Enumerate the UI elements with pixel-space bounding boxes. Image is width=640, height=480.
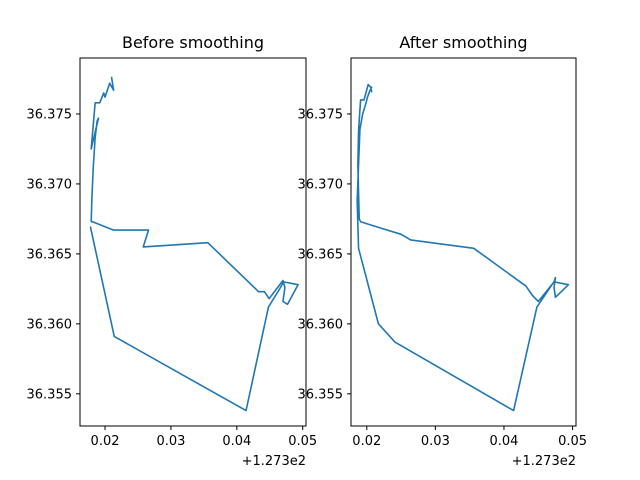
x-offset-label: +1.273e2	[512, 454, 576, 469]
y-tick-label: 36.365	[298, 247, 344, 262]
axes-frame	[79, 57, 307, 427]
series-line	[89, 76, 299, 412]
x-tick-label: 0.03	[421, 434, 450, 449]
x-tick-label: 0.03	[156, 434, 185, 449]
x-offset-label: +1.273e2	[242, 454, 306, 469]
chart-title: Before smoothing	[122, 33, 264, 52]
x-tick-label: 0.04	[222, 434, 251, 449]
y-tick-label: 36.370	[27, 177, 73, 192]
chart-title: After smoothing	[399, 33, 527, 52]
y-tick-label: 36.375	[27, 107, 73, 122]
axes-frame	[350, 57, 577, 427]
series-line	[356, 83, 570, 412]
y-tick-label: 36.375	[298, 107, 344, 122]
y-tick-label: 36.360	[298, 317, 344, 332]
chart-panel-2: After smoothing 0.02 0.03 0.04 0.05 +1.273e2 3…	[298, 33, 588, 469]
x-tick-label: 0.05	[558, 434, 587, 449]
x-tick-label: 0.04	[489, 434, 518, 449]
chart-panel-1: Before smoothing 0.02 0.03 0.04 0.05 +1.273e2…	[27, 33, 318, 469]
x-tick-label: 0.02	[91, 434, 120, 449]
y-tick-label: 36.355	[27, 387, 73, 402]
y-tick-label: 36.360	[27, 317, 73, 332]
y-tick-label: 36.355	[298, 387, 344, 402]
y-tick-label: 36.365	[27, 247, 73, 262]
x-tick-label: 0.02	[352, 434, 381, 449]
x-tick-label: 0.05	[288, 434, 317, 449]
y-tick-label: 36.370	[298, 177, 344, 192]
